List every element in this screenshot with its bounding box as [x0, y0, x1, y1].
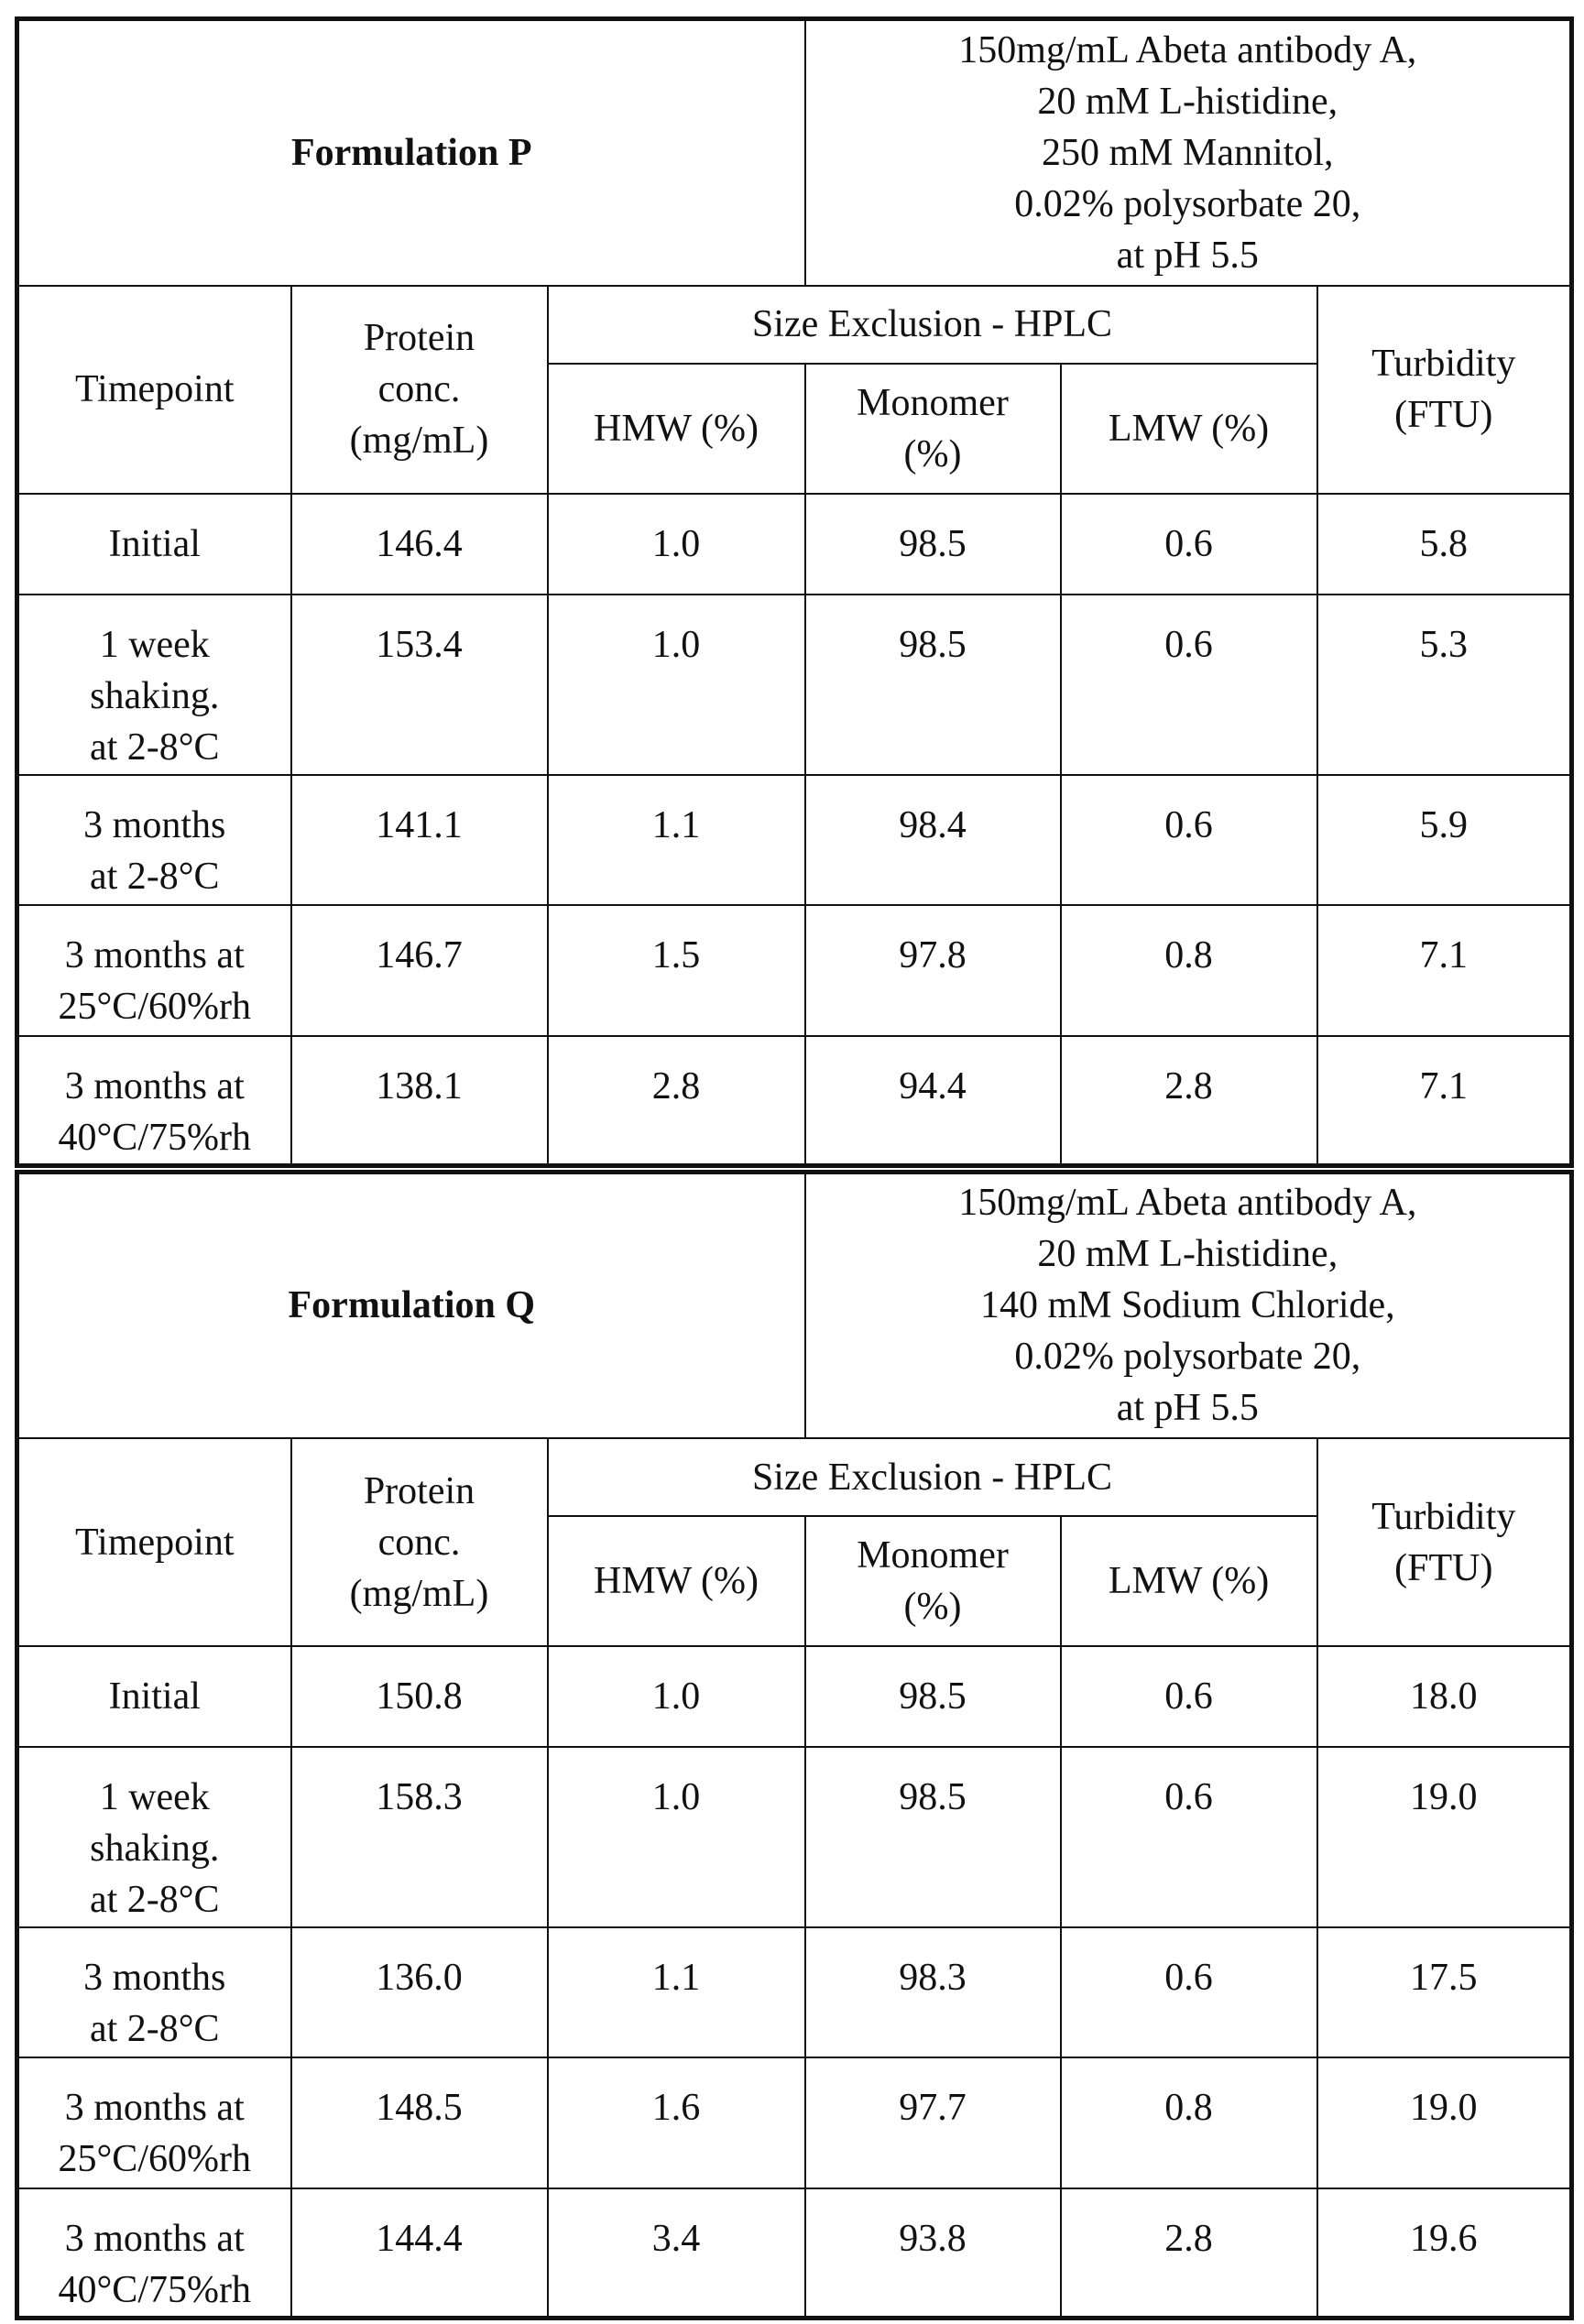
formulation-title: Formulation P	[17, 19, 805, 286]
data-cell: 3 months at 2-8°C	[17, 1927, 291, 2057]
data-row: 3 months at 2-8°C136.01.198.30.617.5	[17, 1927, 1572, 2057]
data-cell: 3 months at 25°C/60%rh	[17, 2057, 291, 2188]
header-cell: Monomer (%)	[805, 1516, 1061, 1646]
data-cell: 98.3	[805, 1927, 1061, 2057]
data-row: Initial150.81.098.50.618.0	[17, 1646, 1572, 1747]
data-cell: 150.8	[291, 1646, 548, 1747]
formulation-description: 150mg/mL Abeta antibody A, 20 mM L-histi…	[805, 1172, 1572, 1438]
data-cell: 136.0	[291, 1927, 548, 2057]
data-cell: 97.8	[805, 905, 1061, 1036]
data-cell: 93.8	[805, 2188, 1061, 2319]
data-row: 3 months at 2-8°C141.11.198.40.65.9	[17, 775, 1572, 905]
data-cell: 5.3	[1317, 595, 1572, 775]
data-cell: 158.3	[291, 1747, 548, 1927]
data-row: 3 months at 25°C/60%rh146.71.597.80.87.1	[17, 905, 1572, 1036]
data-cell: 148.5	[291, 2057, 548, 2188]
data-cell: 19.0	[1317, 1747, 1572, 1927]
data-cell: 153.4	[291, 595, 548, 775]
header-cell: Protein conc. (mg/mL)	[291, 286, 548, 494]
data-cell: 98.5	[805, 595, 1061, 775]
data-cell: 141.1	[291, 775, 548, 905]
formulation-description: 150mg/mL Abeta antibody A, 20 mM L-histi…	[805, 19, 1572, 286]
data-cell: 1 week shaking. at 2-8°C	[17, 1747, 291, 1927]
data-cell: 1.0	[548, 1747, 805, 1927]
document: Formulation P150mg/mL Abeta antibody A, …	[15, 16, 1569, 2322]
header-cell: Protein conc. (mg/mL)	[291, 1438, 548, 1646]
data-cell: 138.1	[291, 1036, 548, 1166]
data-row: 1 week shaking. at 2-8°C158.31.098.50.61…	[17, 1747, 1572, 1927]
data-cell: 5.8	[1317, 494, 1572, 595]
data-cell: 1.0	[548, 1646, 805, 1747]
data-cell: 1.1	[548, 775, 805, 905]
data-cell: 0.8	[1061, 2057, 1317, 2188]
data-cell: 3 months at 2-8°C	[17, 775, 291, 905]
data-row: Initial146.41.098.50.65.8	[17, 494, 1572, 595]
data-row: 1 week shaking. at 2-8°C153.41.098.50.65…	[17, 595, 1572, 775]
formulation-title: Formulation Q	[17, 1172, 805, 1438]
formulation-table: Formulation Q150mg/mL Abeta antibody A, …	[15, 1170, 1574, 2321]
data-row: 3 months at 40°C/75%rh138.12.894.42.87.1	[17, 1036, 1572, 1166]
data-cell: 2.8	[548, 1036, 805, 1166]
header-cell: LMW (%)	[1061, 1516, 1317, 1646]
data-cell: 3 months at 40°C/75%rh	[17, 1036, 291, 1166]
data-cell: 18.0	[1317, 1646, 1572, 1747]
header-cell: Size Exclusion - HPLC	[548, 286, 1317, 364]
data-cell: 0.6	[1061, 494, 1317, 595]
data-cell: 1 week shaking. at 2-8°C	[17, 595, 291, 775]
data-cell: 1.5	[548, 905, 805, 1036]
data-cell: 97.7	[805, 2057, 1061, 2188]
header-cell: Timepoint	[17, 286, 291, 494]
data-cell: 1.0	[548, 595, 805, 775]
data-cell: 17.5	[1317, 1927, 1572, 2057]
data-cell: 1.6	[548, 2057, 805, 2188]
data-cell: 3 months at 40°C/75%rh	[17, 2188, 291, 2319]
data-row: 3 months at 25°C/60%rh148.51.697.70.819.…	[17, 2057, 1572, 2188]
data-cell: 0.6	[1061, 1747, 1317, 1927]
data-cell: 2.8	[1061, 1036, 1317, 1166]
header-cell: Turbidity (FTU)	[1317, 1438, 1572, 1646]
data-cell: 0.8	[1061, 905, 1317, 1036]
header-cell: Size Exclusion - HPLC	[548, 1438, 1317, 1516]
data-cell: 3 months at 25°C/60%rh	[17, 905, 291, 1036]
data-cell: 146.7	[291, 905, 548, 1036]
data-cell: 19.0	[1317, 2057, 1572, 2188]
data-cell: 94.4	[805, 1036, 1061, 1166]
data-row: 3 months at 40°C/75%rh144.43.493.82.819.…	[17, 2188, 1572, 2319]
formulation-table: Formulation P150mg/mL Abeta antibody A, …	[15, 16, 1574, 1168]
data-cell: 2.8	[1061, 2188, 1317, 2319]
header-cell: HMW (%)	[548, 1516, 805, 1646]
header-cell: Timepoint	[17, 1438, 291, 1646]
data-cell: 98.5	[805, 1646, 1061, 1747]
data-cell: Initial	[17, 494, 291, 595]
data-cell: 7.1	[1317, 1036, 1572, 1166]
data-cell: 98.5	[805, 494, 1061, 595]
data-cell: 1.0	[548, 494, 805, 595]
title-row: Formulation P150mg/mL Abeta antibody A, …	[17, 19, 1572, 286]
header-cell: LMW (%)	[1061, 364, 1317, 494]
data-cell: 19.6	[1317, 2188, 1572, 2319]
data-cell: 98.5	[805, 1747, 1061, 1927]
data-cell: 0.6	[1061, 595, 1317, 775]
data-cell: 144.4	[291, 2188, 548, 2319]
header-cell: Monomer (%)	[805, 364, 1061, 494]
data-cell: 7.1	[1317, 905, 1572, 1036]
header-cell: Turbidity (FTU)	[1317, 286, 1572, 494]
header-row: TimepointProtein conc. (mg/mL)Size Exclu…	[17, 1438, 1572, 1516]
data-cell: 0.6	[1061, 1927, 1317, 2057]
data-cell: 0.6	[1061, 775, 1317, 905]
header-cell: HMW (%)	[548, 364, 805, 494]
data-cell: 3.4	[548, 2188, 805, 2319]
data-cell: 1.1	[548, 1927, 805, 2057]
data-cell: 5.9	[1317, 775, 1572, 905]
title-row: Formulation Q150mg/mL Abeta antibody A, …	[17, 1172, 1572, 1438]
data-cell: 98.4	[805, 775, 1061, 905]
data-cell: Initial	[17, 1646, 291, 1747]
header-row: TimepointProtein conc. (mg/mL)Size Exclu…	[17, 286, 1572, 364]
data-cell: 0.6	[1061, 1646, 1317, 1747]
data-cell: 146.4	[291, 494, 548, 595]
